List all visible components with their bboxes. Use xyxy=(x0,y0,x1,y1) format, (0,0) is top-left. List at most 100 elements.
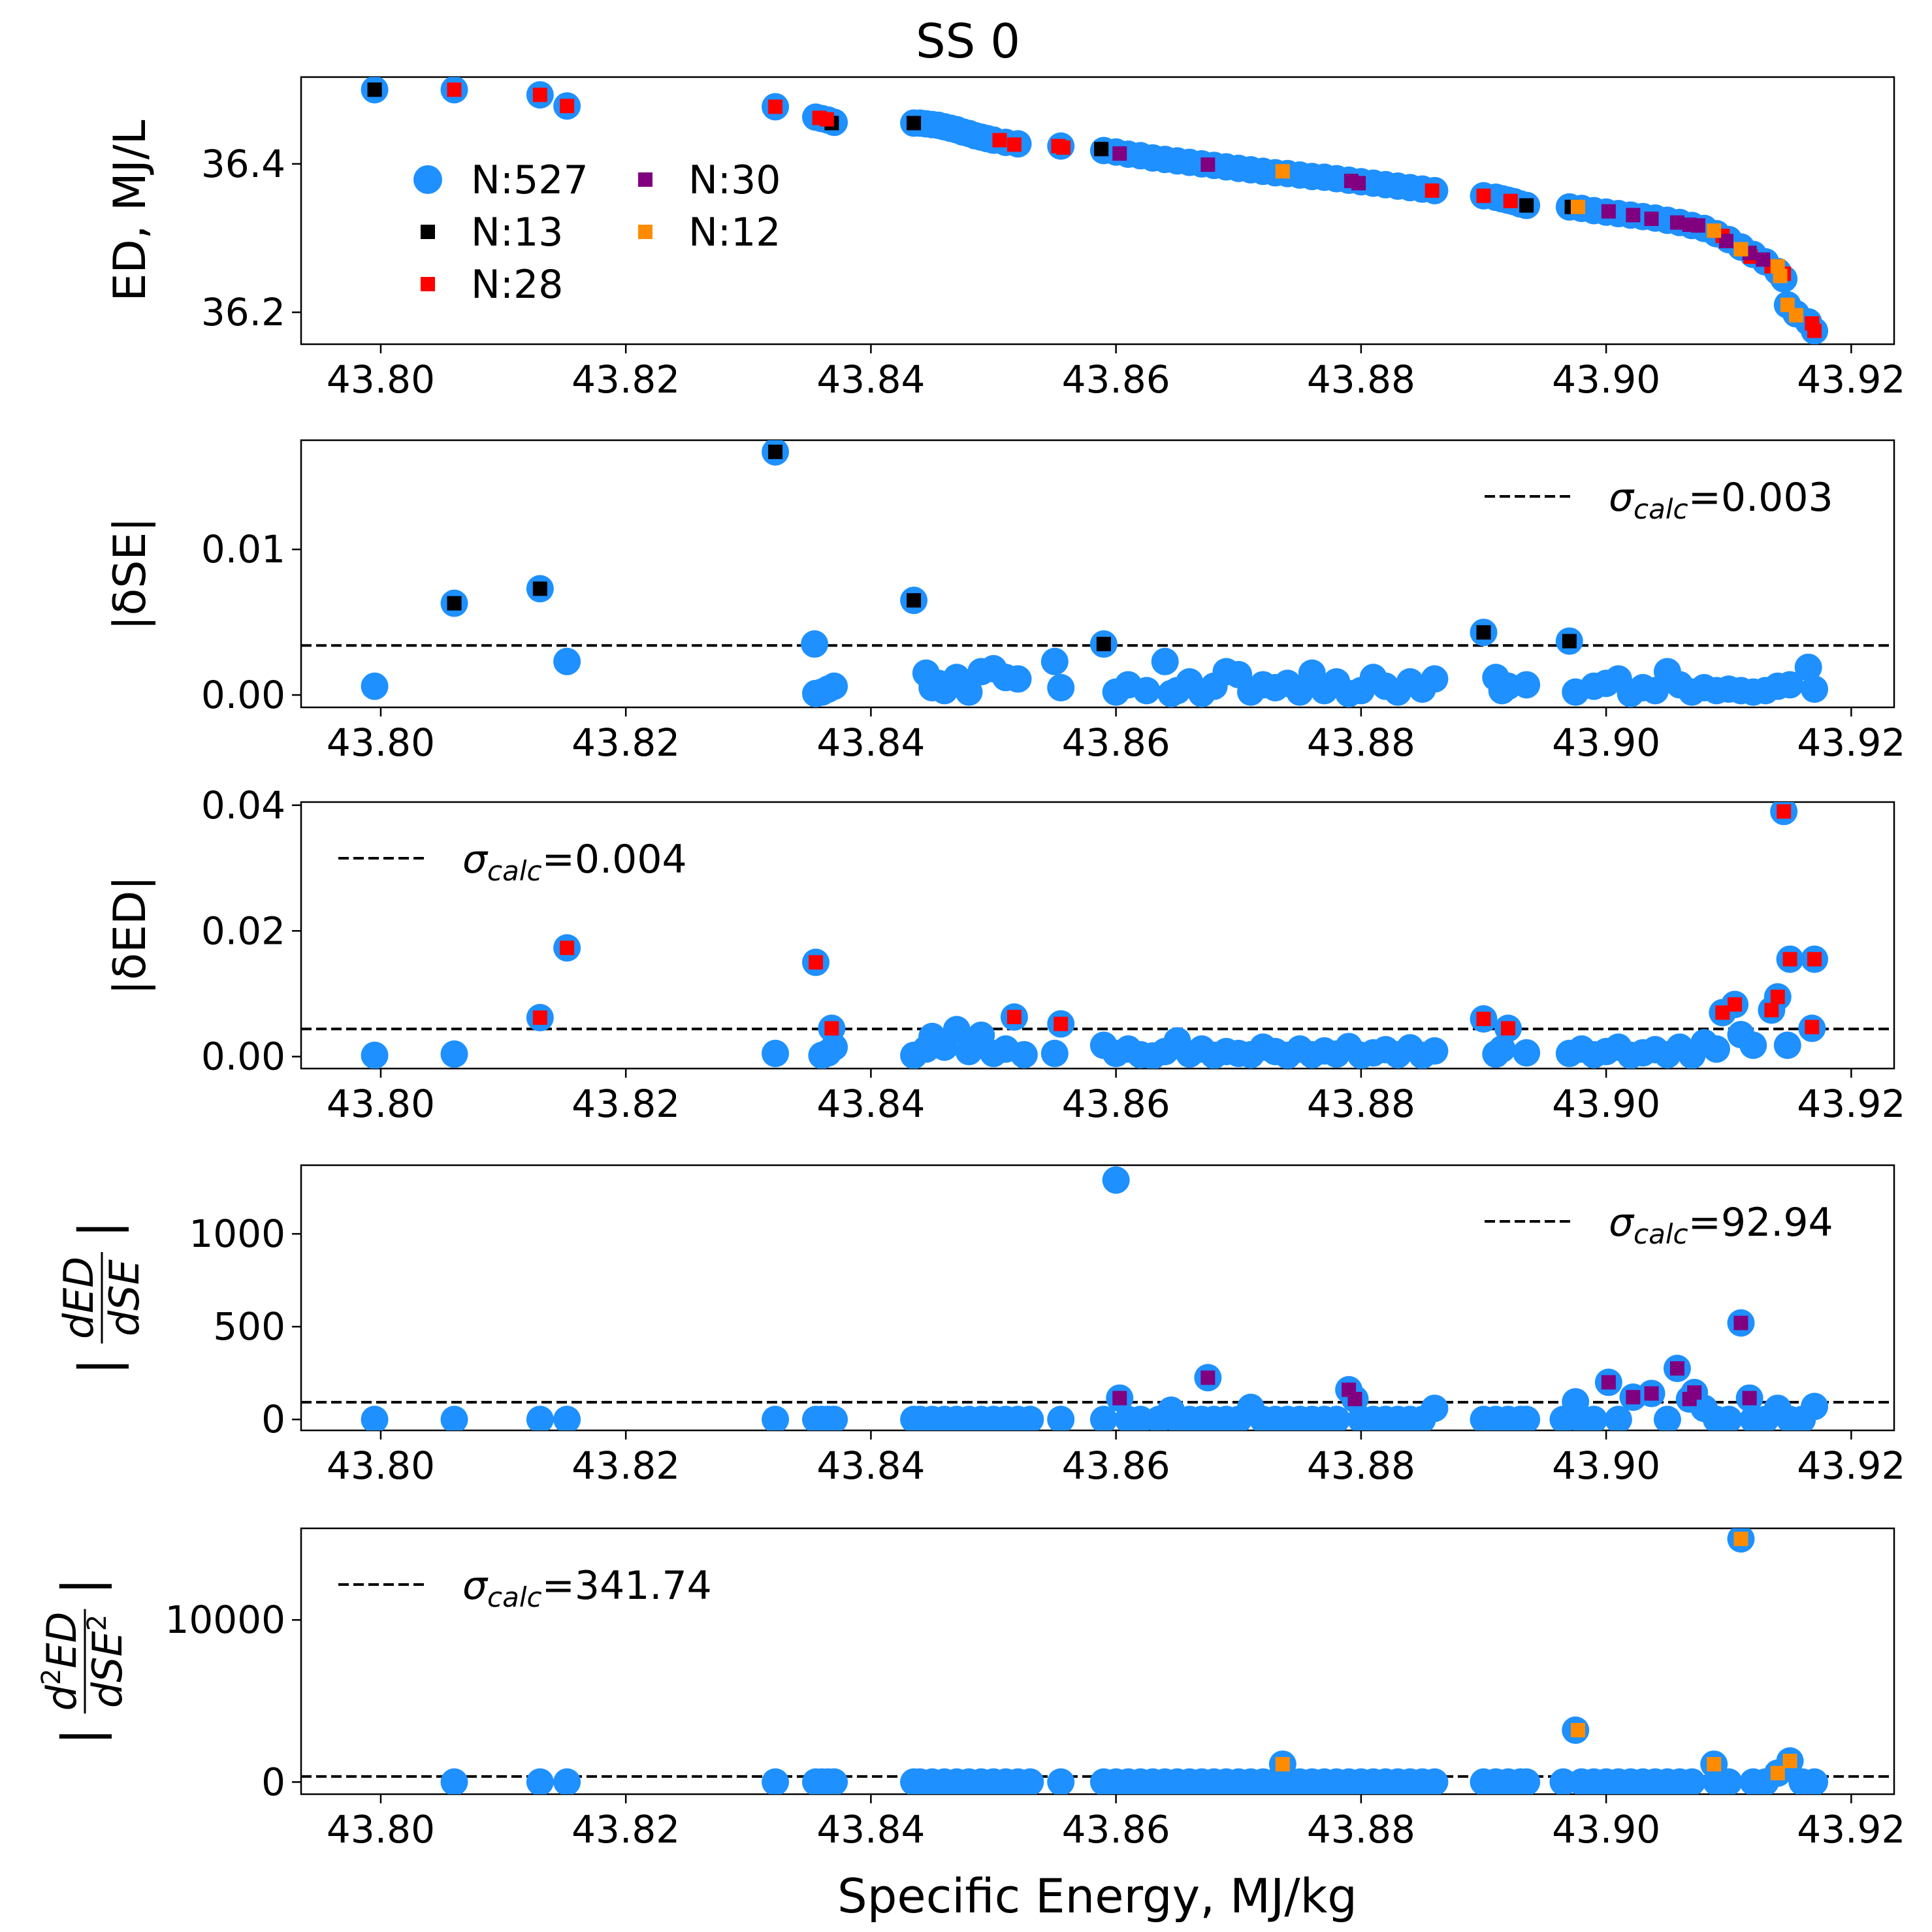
data-point-N527 xyxy=(1151,647,1179,675)
data-point-N527 xyxy=(762,1768,790,1794)
data-point-N13 xyxy=(768,444,783,459)
panel-3: 43.80 43.82 43.84 43.86 43.88 43.90 43.92 0.00 0… xyxy=(105,783,1905,1126)
panel-2: 43.80 43.82 43.84 43.86 43.88 43.90 43.92 0.00 0… xyxy=(105,439,1905,765)
data-point-N30 xyxy=(1718,234,1733,249)
axes-frame xyxy=(300,1527,1895,1795)
data-point-N12 xyxy=(1770,1765,1785,1780)
data-point-N527 xyxy=(1653,1406,1681,1430)
data-point-N30 xyxy=(1626,208,1641,223)
data-point-N527 xyxy=(801,630,829,658)
x-tick-label: 43.86 xyxy=(1062,720,1170,765)
data-point-N28 xyxy=(808,955,823,970)
data-point-N28 xyxy=(819,112,834,127)
sigma-legend-label: σcalc=0.003 xyxy=(1609,475,1833,525)
y-tick-label: 10000 xyxy=(165,1598,285,1642)
data-point-N28 xyxy=(1777,804,1792,819)
x-tick-label: 43.84 xyxy=(816,1443,925,1488)
data-point-N527 xyxy=(1801,1393,1829,1421)
data-point-N527 xyxy=(440,1768,468,1794)
data-point-N527 xyxy=(1421,665,1449,693)
data-point-N527 xyxy=(1421,1768,1449,1794)
data-point-N527 xyxy=(1323,1406,1351,1430)
data-point-N527 xyxy=(1794,653,1822,681)
x-tick-label: 43.92 xyxy=(1797,720,1905,765)
data-point-N527 xyxy=(1102,1166,1130,1194)
data-point-N28 xyxy=(1807,323,1822,338)
data-point-N30 xyxy=(1601,1375,1616,1390)
data-point-N527 xyxy=(553,1406,581,1430)
data-point-N28 xyxy=(560,941,575,956)
y-label-numerator: d2ED xyxy=(37,1612,86,1711)
x-tick-label: 43.88 xyxy=(1307,720,1415,765)
y-axis-label: |δED| xyxy=(105,876,156,995)
x-tick-label: 43.90 xyxy=(1552,1082,1660,1126)
data-point-N13 xyxy=(1519,198,1534,213)
data-point-N30 xyxy=(1669,215,1684,230)
data-point-N527 xyxy=(820,1768,848,1794)
legend-marker-circle xyxy=(413,165,442,194)
legend-marker-square xyxy=(638,172,652,187)
y-label-text: |δSE| xyxy=(105,517,156,631)
data-point-N527 xyxy=(553,1768,581,1794)
data-point-N527 xyxy=(762,1039,790,1067)
data-point-N12 xyxy=(1570,1722,1585,1737)
sigma-legend-label: σcalc=0.004 xyxy=(462,837,687,887)
data-point-N28 xyxy=(1715,1005,1730,1020)
x-tick-label: 43.92 xyxy=(1797,1443,1905,1488)
data-point-N28 xyxy=(768,99,783,114)
data-point-N13 xyxy=(1096,637,1111,652)
legend-label: N:12 xyxy=(688,210,781,255)
data-point-N12 xyxy=(1570,199,1585,214)
data-point-N527 xyxy=(1702,1035,1730,1063)
data-point-N30 xyxy=(1644,1386,1659,1401)
data-point-N28 xyxy=(1770,990,1785,1005)
data-point-N527 xyxy=(1513,1038,1541,1067)
sigma-legend-label: σcalc=92.94 xyxy=(1609,1200,1833,1250)
x-tick-label: 43.82 xyxy=(572,720,680,765)
x-tick-label: 43.92 xyxy=(1797,1807,1905,1852)
data-point-N28 xyxy=(824,1021,839,1036)
x-tick-label: 43.80 xyxy=(327,357,435,402)
data-point-N13 xyxy=(367,82,382,97)
x-tick-label: 43.90 xyxy=(1552,720,1660,765)
y-label-bar-left: | xyxy=(51,1728,112,1745)
y-axis-label: ED, MJ/L xyxy=(105,120,156,301)
data-point-N527 xyxy=(440,1406,468,1430)
data-point-N527 xyxy=(526,1406,554,1430)
x-tick-label: 43.90 xyxy=(1552,1443,1660,1488)
data-point-N12 xyxy=(1275,164,1290,179)
data-point-N527 xyxy=(1513,671,1541,699)
x-tick-label: 43.84 xyxy=(816,1807,925,1852)
legend-item-N30: N:30 xyxy=(638,157,781,203)
x-tick-label: 43.90 xyxy=(1552,357,1660,402)
x-tick-label: 43.80 xyxy=(327,720,435,765)
x-tick-label: 43.84 xyxy=(816,357,925,402)
data-point-N28 xyxy=(1503,193,1518,208)
data-point-N30 xyxy=(1690,218,1705,233)
data-point-N12 xyxy=(1782,1754,1797,1769)
panel-4: 43.80 43.82 43.84 43.86 43.88 43.90 43.92 0 500 1… xyxy=(55,1164,1905,1488)
legend-marker-square xyxy=(638,225,652,239)
x-tick-label: 43.88 xyxy=(1307,1443,1415,1488)
data-point-N13 xyxy=(1094,142,1109,157)
data-point-N28 xyxy=(532,1010,547,1025)
data-point-N28 xyxy=(1006,137,1022,152)
data-point-N12 xyxy=(1733,1532,1748,1547)
data-point-N30 xyxy=(1733,1315,1748,1330)
x-tick-label: 43.86 xyxy=(1062,357,1170,402)
data-point-N527 xyxy=(1040,1039,1069,1067)
data-point-N527 xyxy=(553,647,581,675)
data-point-N28 xyxy=(1782,952,1797,967)
data-point-N527 xyxy=(955,678,983,706)
data-point-N30 xyxy=(1644,211,1659,226)
x-tick-label: 43.86 xyxy=(1062,1807,1170,1852)
data-point-N13 xyxy=(447,596,462,611)
data-point-N527 xyxy=(762,1406,790,1430)
data-point-N30 xyxy=(1756,252,1771,267)
data-point-N13 xyxy=(532,581,547,596)
data-point-N28 xyxy=(1728,997,1743,1012)
data-point-N28 xyxy=(1764,1003,1779,1018)
y-tick-label: 500 xyxy=(213,1304,285,1349)
sigma-legend: σcalc=92.94 xyxy=(1485,1200,1833,1250)
data-point-N12 xyxy=(1788,308,1803,323)
